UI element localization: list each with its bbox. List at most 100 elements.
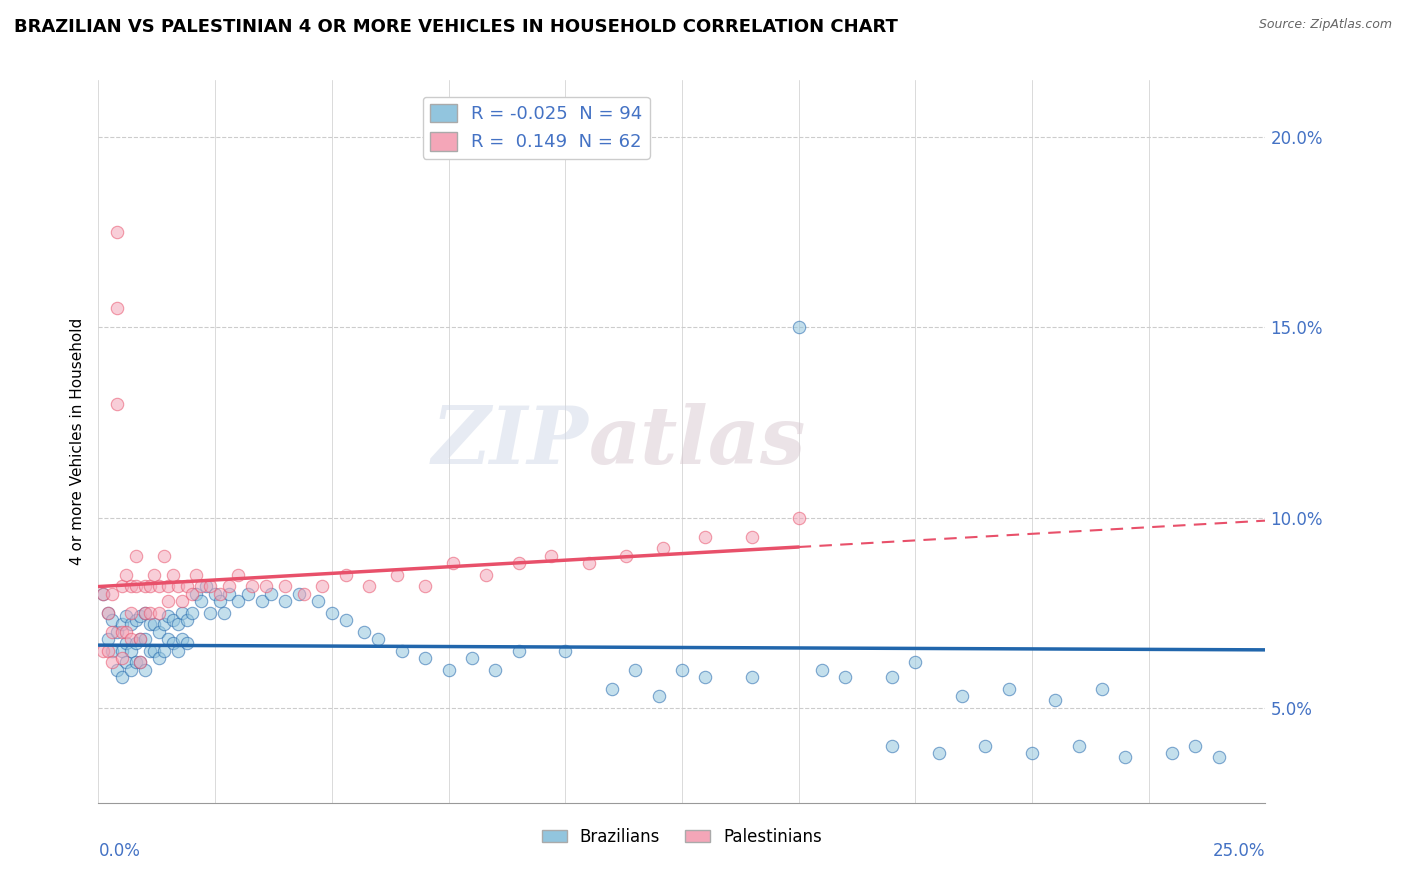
Point — [166, 617, 188, 632]
Point — [335, 567, 357, 582]
Text: BRAZILIAN VS PALESTINIAN 4 OR MORE VEHICLES IN HOUSEHOLD CORRELATION CHART: BRAZILIAN VS PALESTINIAN 4 OR MORE VEHIC… — [14, 18, 898, 36]
Point — [115, 636, 138, 650]
Point — [1091, 681, 1114, 696]
Point — [143, 567, 166, 582]
Point — [208, 587, 231, 601]
Point — [134, 606, 156, 620]
Point — [111, 617, 134, 632]
Point — [359, 579, 381, 593]
Point — [695, 530, 717, 544]
Point — [115, 655, 138, 669]
Point — [186, 587, 208, 601]
Point — [787, 320, 810, 334]
Point — [152, 643, 174, 657]
Point — [274, 579, 297, 593]
Point — [97, 643, 120, 657]
Point — [157, 594, 180, 608]
Point — [321, 606, 343, 620]
Point — [105, 226, 128, 240]
Point — [139, 617, 162, 632]
Point — [353, 624, 375, 639]
Point — [97, 606, 120, 620]
Point — [484, 663, 506, 677]
Point — [134, 663, 156, 677]
Point — [180, 606, 202, 620]
Point — [928, 747, 950, 761]
Point — [111, 643, 134, 657]
Point — [811, 663, 834, 677]
Point — [250, 594, 273, 608]
Point — [162, 613, 184, 627]
Point — [311, 579, 333, 593]
Text: atlas: atlas — [589, 403, 806, 480]
Point — [437, 663, 460, 677]
Point — [441, 556, 464, 570]
Point — [129, 632, 152, 647]
Point — [228, 567, 250, 582]
Point — [125, 613, 148, 627]
Point — [540, 549, 562, 563]
Point — [200, 606, 222, 620]
Point — [1021, 747, 1043, 761]
Point — [671, 663, 693, 677]
Point — [115, 609, 138, 624]
Point — [139, 643, 162, 657]
Point — [105, 301, 128, 316]
Point — [120, 617, 142, 632]
Point — [391, 643, 413, 657]
Point — [335, 613, 357, 627]
Point — [120, 663, 142, 677]
Text: 25.0%: 25.0% — [1213, 842, 1265, 860]
Point — [834, 670, 856, 684]
Point — [134, 632, 156, 647]
Point — [162, 567, 184, 582]
Point — [176, 579, 198, 593]
Point — [125, 579, 148, 593]
Point — [274, 594, 297, 608]
Point — [148, 606, 170, 620]
Point — [105, 396, 128, 410]
Point — [624, 663, 647, 677]
Point — [125, 636, 148, 650]
Point — [1045, 693, 1067, 707]
Point — [554, 643, 576, 657]
Point — [475, 567, 498, 582]
Point — [101, 613, 124, 627]
Point — [214, 606, 236, 620]
Point — [115, 567, 138, 582]
Point — [139, 579, 162, 593]
Point — [176, 636, 198, 650]
Point — [111, 670, 134, 684]
Point — [134, 606, 156, 620]
Point — [1161, 747, 1184, 761]
Point — [695, 670, 717, 684]
Point — [242, 579, 264, 593]
Point — [91, 587, 114, 601]
Text: Source: ZipAtlas.com: Source: ZipAtlas.com — [1258, 18, 1392, 31]
Point — [176, 613, 198, 627]
Point — [200, 579, 222, 593]
Point — [120, 643, 142, 657]
Point — [180, 587, 202, 601]
Point — [111, 651, 134, 665]
Point — [91, 643, 114, 657]
Point — [129, 609, 152, 624]
Point — [1067, 739, 1090, 753]
Point — [461, 651, 484, 665]
Point — [115, 624, 138, 639]
Point — [152, 617, 174, 632]
Point — [292, 587, 315, 601]
Point — [236, 587, 259, 601]
Point — [166, 579, 188, 593]
Point — [190, 579, 212, 593]
Point — [148, 624, 170, 639]
Point — [413, 651, 436, 665]
Point — [904, 655, 927, 669]
Point — [111, 624, 134, 639]
Point — [157, 609, 180, 624]
Point — [172, 632, 194, 647]
Point — [162, 636, 184, 650]
Point — [91, 587, 114, 601]
Point — [208, 594, 231, 608]
Point — [600, 681, 623, 696]
